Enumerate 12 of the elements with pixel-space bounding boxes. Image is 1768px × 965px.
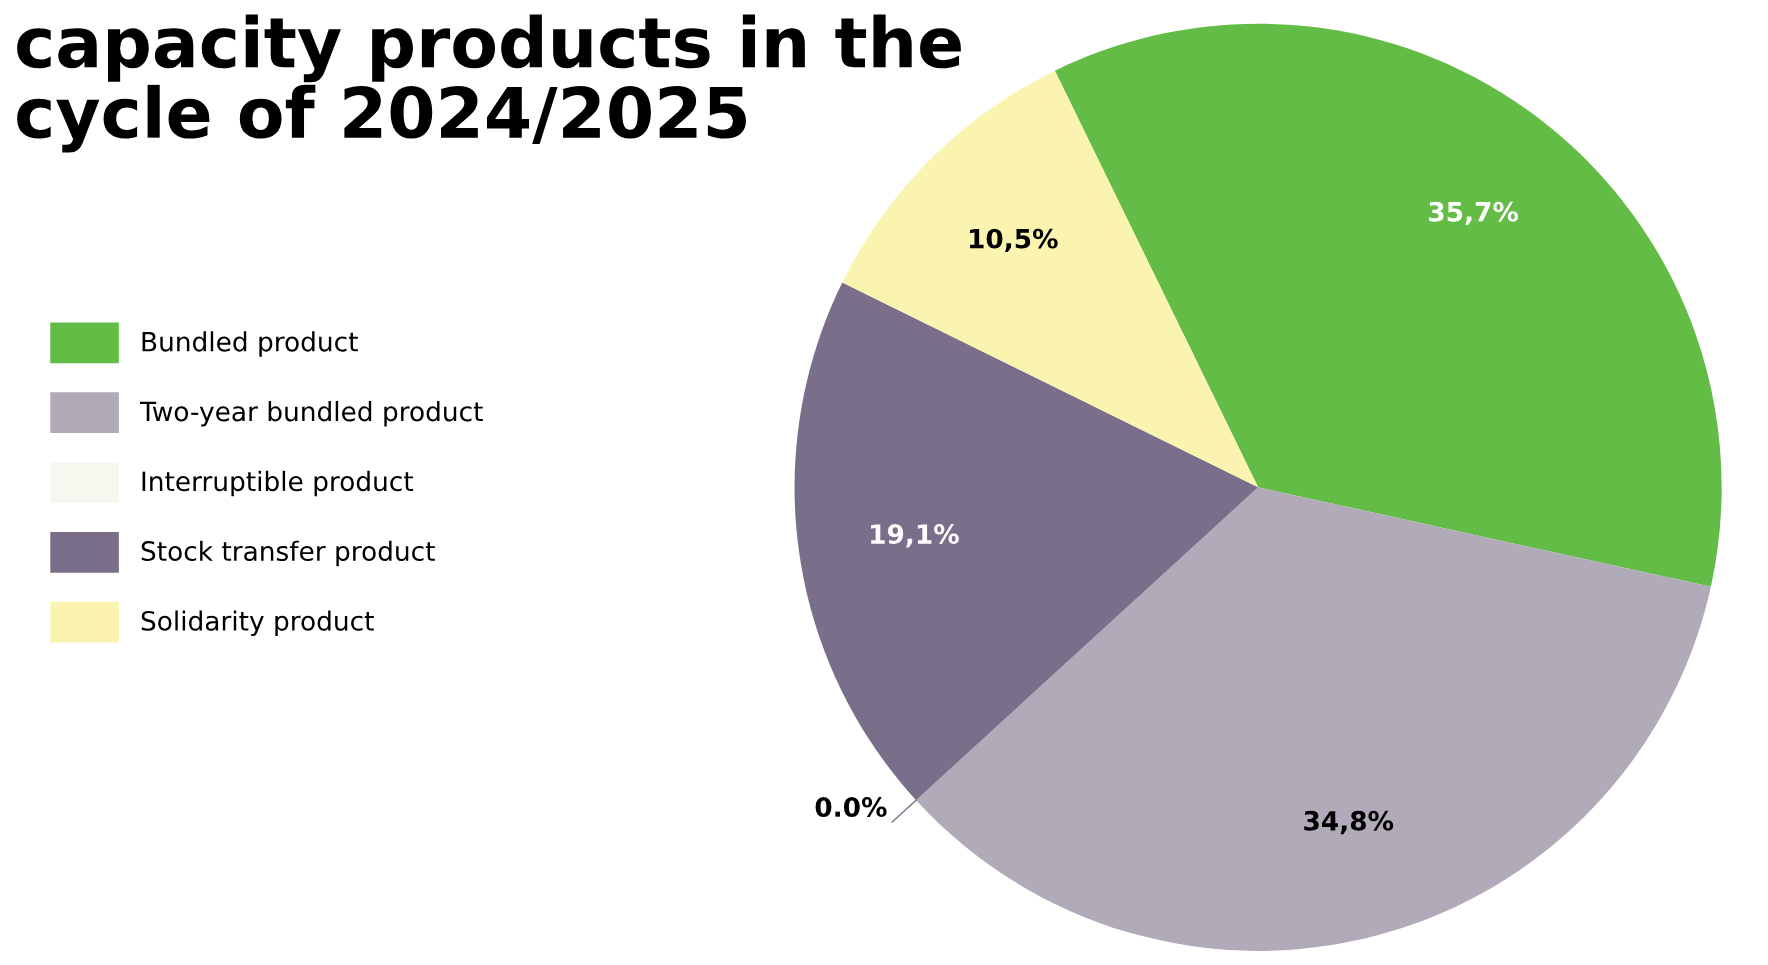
data-label: 10,5% — [969, 228, 1058, 252]
chart-title: capacity products in the cycle of 2024/2025 — [17, 14, 961, 153]
data-label: 34,8% — [1304, 810, 1394, 835]
data-label: 19,1% — [871, 524, 959, 548]
legend-label: Two-year bundled product — [139, 401, 483, 427]
text: 0.0% — [815, 797, 887, 818]
legend-label: Stock transfer product — [141, 540, 435, 567]
legend-label: Interruptible product — [142, 470, 414, 497]
data-label: 35,7% — [1429, 201, 1519, 226]
legend-label: Bundled product — [142, 331, 358, 357]
pie-slice — [842, 70, 1259, 488]
legend-label: Solidarity product — [141, 610, 374, 636]
